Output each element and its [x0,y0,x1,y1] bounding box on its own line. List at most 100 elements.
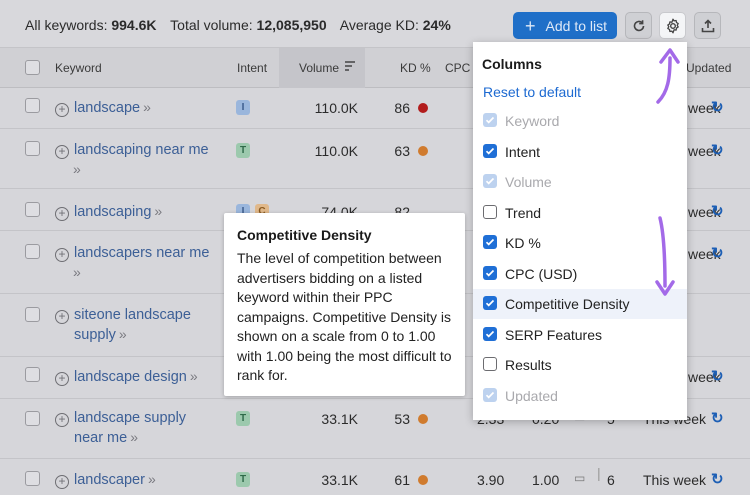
chevron-double-right-icon[interactable]: » [189,368,198,384]
column-option-results[interactable]: Results [473,350,687,380]
refresh-icon[interactable]: ↻ [711,142,724,159]
plus-icon: + [525,15,536,36]
column-option-cpc[interactable]: CPC (USD) [473,259,687,289]
column-option-updated: Updated [473,381,687,411]
refresh-button[interactable] [625,12,652,39]
row-checkbox[interactable] [25,411,40,426]
intent-badge: T [236,472,250,487]
column-option-label[interactable]: CPC (USD) [505,266,578,282]
keyword-link[interactable]: + landscaping» [55,202,162,222]
keyword-text[interactable]: landscaping [74,204,152,220]
add-circle-icon[interactable]: + [55,207,69,221]
keyword-link[interactable]: + landscaping near me » [55,141,209,180]
columns-panel-title: Columns [482,56,542,72]
header-volume[interactable]: Volume [299,61,340,75]
reset-to-default-link[interactable]: Reset to default [483,84,582,100]
checkbox-unchecked[interactable] [483,357,497,371]
keyword-text-line2[interactable]: supply [74,327,116,343]
chevron-double-right-icon[interactable]: » [118,326,127,342]
refresh-icon[interactable]: ↻ [711,471,724,488]
add-circle-icon[interactable]: + [55,248,69,262]
column-divider: | [597,465,601,481]
keyword-link[interactable]: + landscape» [55,98,151,118]
header-keyword[interactable]: Keyword [55,61,102,75]
keyword-text[interactable]: landscaping near me [74,142,209,158]
chevron-double-right-icon[interactable]: » [154,203,163,219]
column-option-label: Keyword [505,113,560,129]
keyword-link[interactable]: + landscape supply near me» [55,409,186,448]
refresh-icon[interactable]: ↻ [711,203,724,220]
intent-badge: T [236,143,250,158]
volume-value: 33.1K [321,411,358,427]
export-button[interactable] [694,12,721,39]
columns-settings-button[interactable] [659,12,686,39]
header-cpc[interactable]: CPC [445,61,471,75]
refresh-icon[interactable]: ↻ [711,99,724,116]
checkbox-checked[interactable] [483,266,497,280]
checkbox-checked[interactable] [483,296,497,310]
column-option-trend[interactable]: Trend [473,198,687,228]
chevron-double-right-icon[interactable]: » [73,161,81,177]
add-circle-icon[interactable]: + [55,372,69,386]
refresh-icon[interactable]: ↻ [711,368,724,385]
checkbox-checked[interactable] [483,235,497,249]
keyword-text[interactable]: landscape supply [74,410,187,426]
refresh-icon[interactable]: ↻ [711,245,724,262]
chevron-double-right-icon[interactable]: » [147,471,156,487]
keyword-link[interactable]: + siteone landscape supply» [55,306,191,345]
keyword-link[interactable]: + landscape design» [55,367,198,387]
chevron-double-right-icon[interactable]: » [143,99,151,115]
refresh-icon[interactable]: ↻ [711,410,724,427]
select-all-checkbox[interactable] [25,60,40,75]
column-option-label[interactable]: KD % [505,235,541,251]
keyword-text[interactable]: landscaper [74,472,145,488]
header-kd[interactable]: KD % [400,61,431,75]
kd-label: Average KD: [339,17,419,33]
column-option-intent[interactable]: Intent [473,137,687,167]
column-option-kd[interactable]: KD % [473,228,687,258]
kd-value: 61 [394,472,410,488]
column-option-serp-features[interactable]: SERP Features [473,320,687,350]
row-checkbox[interactable] [25,244,40,259]
tooltip-title: Competitive Density [237,227,372,243]
keyword-text[interactable]: landscape design [74,369,187,385]
checkbox-checked[interactable] [483,327,497,341]
column-option-label: Volume [505,174,552,190]
chevron-double-right-icon[interactable]: » [73,264,81,280]
row-checkbox[interactable] [25,471,40,486]
column-option-label[interactable]: Competitive Density [505,296,630,312]
add-circle-icon[interactable]: + [55,413,69,427]
row-checkbox[interactable] [25,98,40,113]
header-updated[interactable]: Updated [686,61,732,75]
add-circle-icon[interactable]: + [55,145,69,159]
keyword-text[interactable]: siteone landscape [74,307,191,323]
kd-value: 63 [394,143,410,159]
add-circle-icon[interactable]: + [55,475,69,489]
add-circle-icon[interactable]: + [55,310,69,324]
row-checkbox[interactable] [25,307,40,322]
checkbox-unchecked[interactable] [483,205,497,219]
keyword-text[interactable]: landscape [74,100,141,116]
checkbox-checked[interactable] [483,144,497,158]
updated-value: This week [643,472,707,488]
column-option-label[interactable]: Results [505,357,552,373]
column-option-competitive-density[interactable]: Competitive Density [473,289,687,319]
updated-value: week [688,100,721,116]
sort-icon[interactable] [344,60,356,75]
column-option-label[interactable]: Trend [505,205,542,221]
keyword-link[interactable]: + landscaper» [55,470,156,490]
add-circle-icon[interactable]: + [55,103,69,117]
chevron-double-right-icon[interactable]: » [130,429,138,445]
serp-features-icon[interactable]: ▭ [574,471,586,485]
keyword-text-line2[interactable]: near me [74,430,128,446]
row-checkbox[interactable] [25,141,40,156]
row-checkbox[interactable] [25,202,40,217]
keyword-link[interactable]: + landscapers near me » [55,244,209,283]
keyword-text[interactable]: landscapers near me [74,245,210,261]
updated-value: week [688,369,721,385]
header-intent[interactable]: Intent [237,61,268,75]
column-option-label[interactable]: SERP Features [505,327,603,343]
row-checkbox[interactable] [25,367,40,382]
column-option-label[interactable]: Intent [505,144,541,160]
add-to-list-button[interactable]: + Add to list [513,12,617,39]
